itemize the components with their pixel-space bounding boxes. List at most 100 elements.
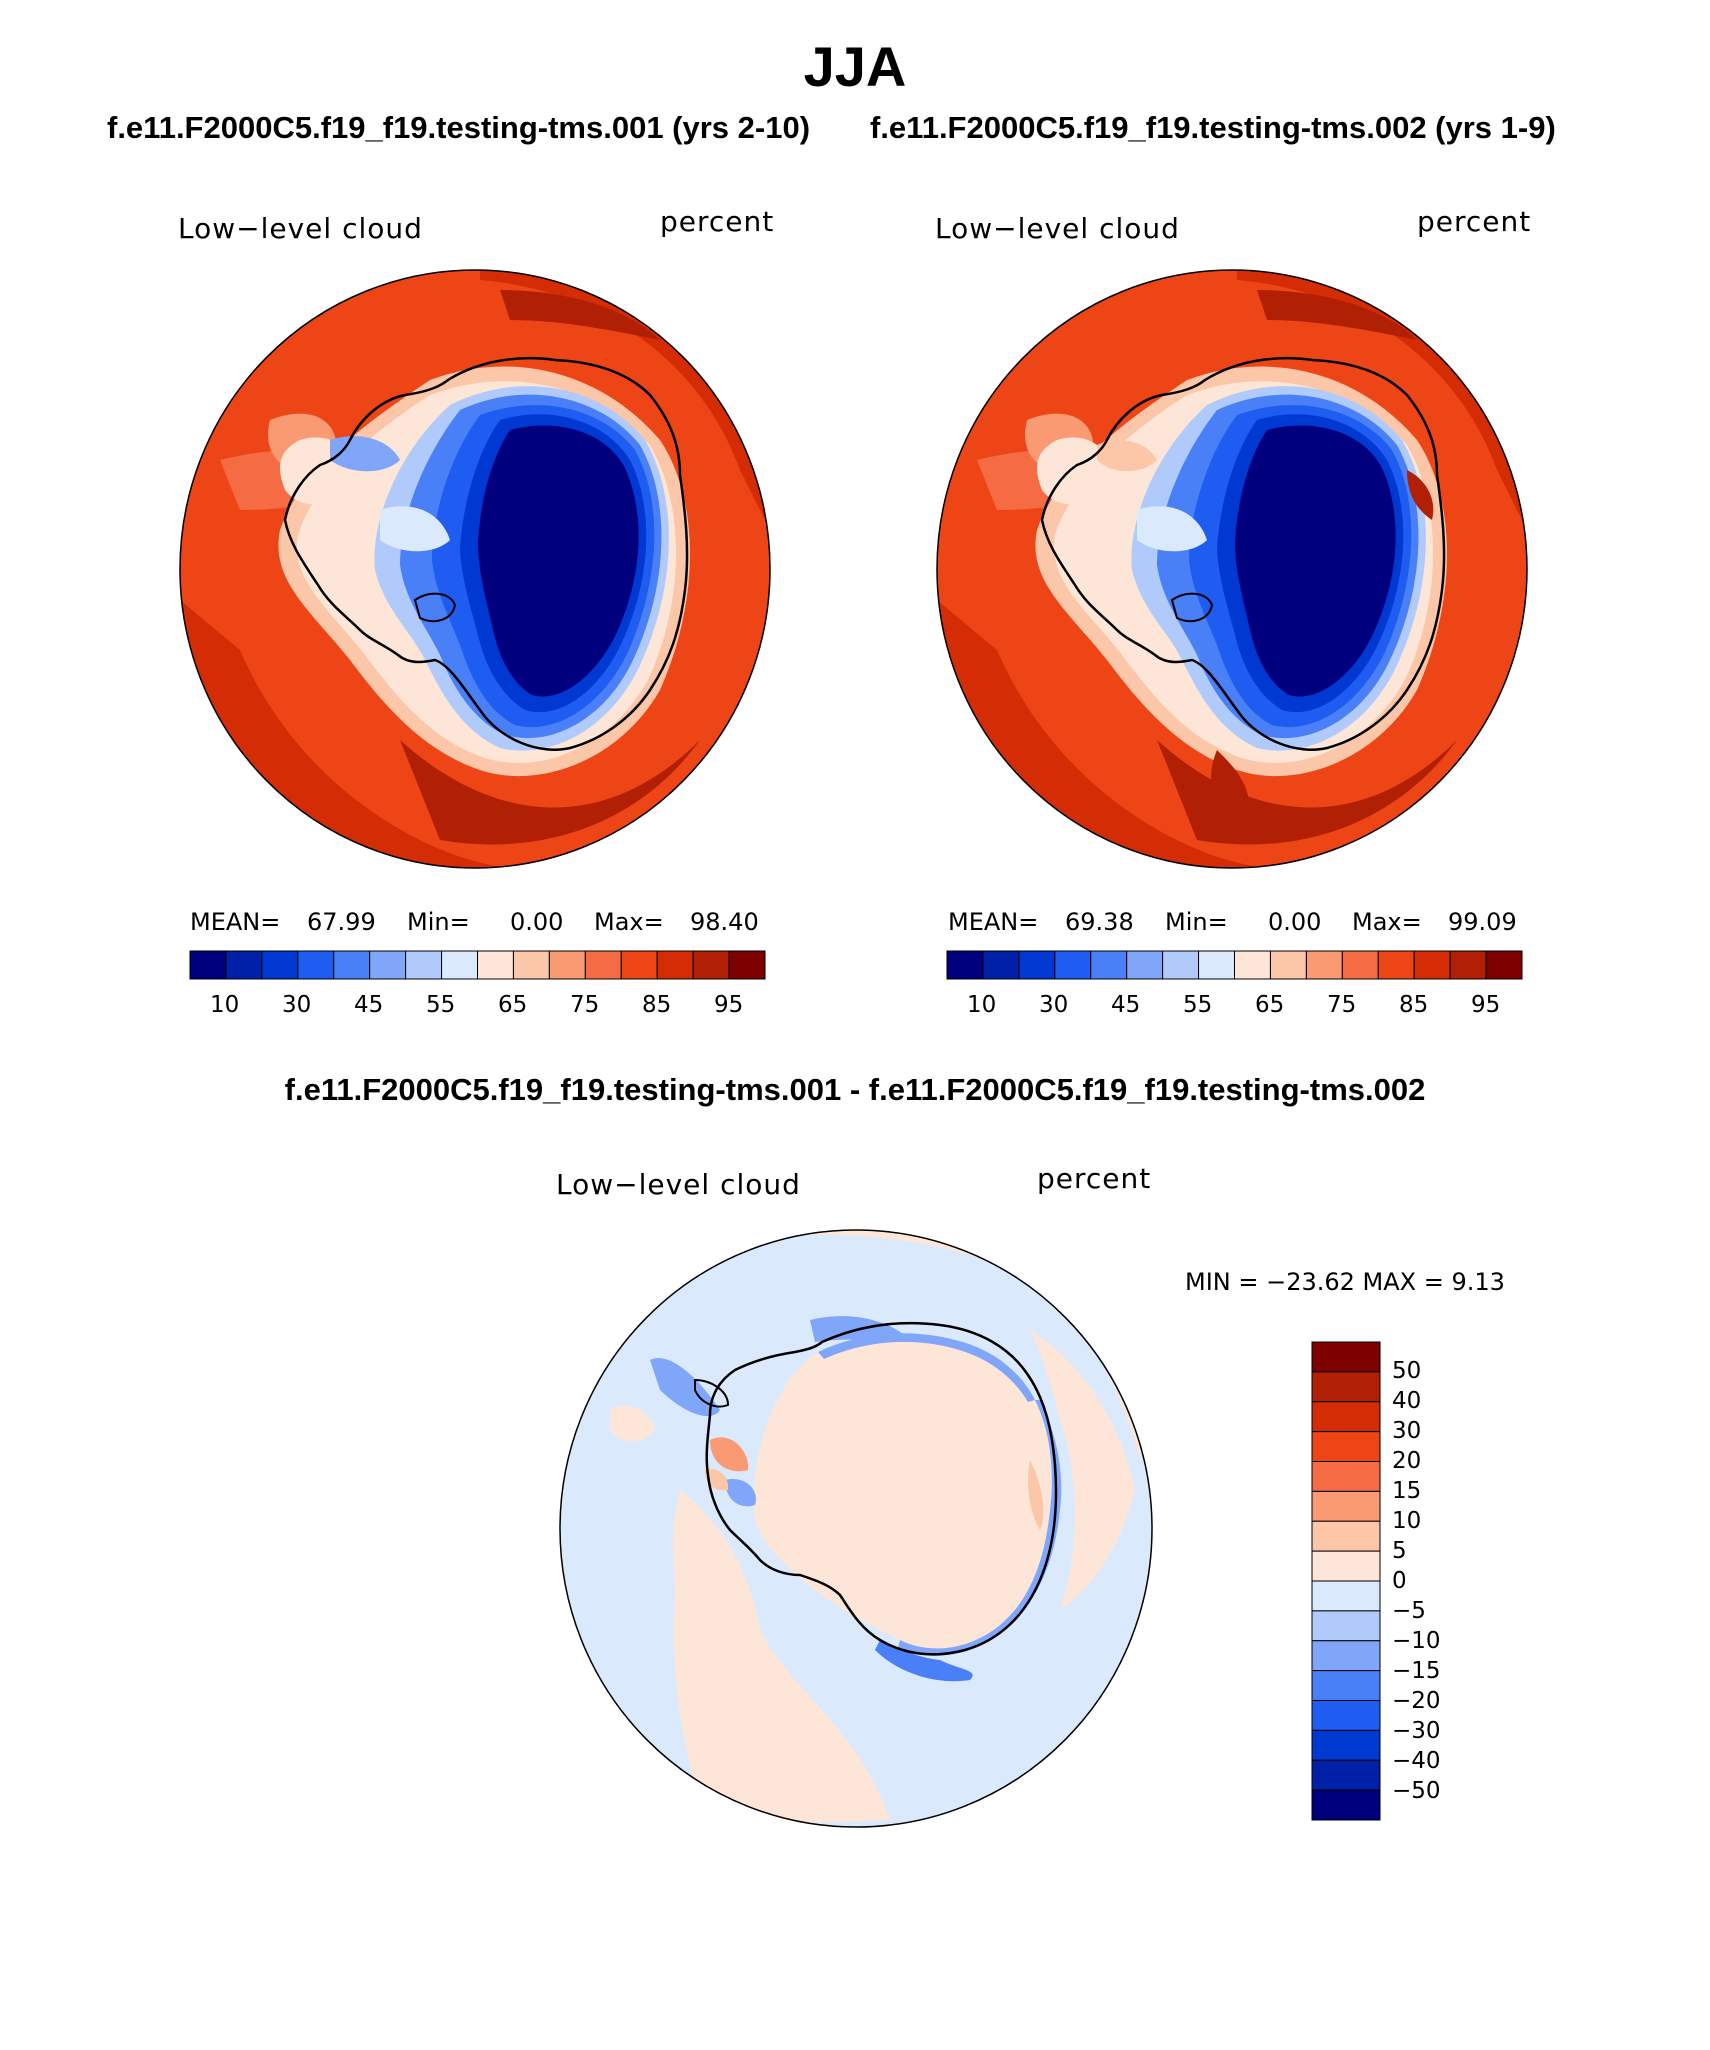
colorbar-box bbox=[405, 950, 443, 980]
diff-minmax-text: MIN = −23.62 MAX = 9.13 bbox=[1185, 1268, 1505, 1296]
diff-units-label: percent bbox=[1037, 1162, 1152, 1195]
colorbar-box bbox=[1311, 1341, 1381, 1373]
right-cbar-tick: 55 bbox=[1183, 992, 1213, 1018]
left-mean-label: MEAN= bbox=[190, 908, 281, 936]
right-units-label: percent bbox=[1417, 205, 1532, 238]
colorbar-box bbox=[1018, 950, 1056, 980]
colorbar-box bbox=[1054, 950, 1092, 980]
case-title-left: f.e11.F2000C5.f19_f19.testing-tms.001 (y… bbox=[107, 110, 811, 145]
colorbar-box bbox=[946, 950, 984, 980]
case-title-right: f.e11.F2000C5.f19_f19.testing-tms.002 (y… bbox=[870, 110, 1556, 145]
diff-variable-label: Low−level cloud bbox=[556, 1168, 801, 1201]
colorbar-box bbox=[333, 950, 371, 980]
colorbar-box bbox=[1311, 1670, 1381, 1701]
diff-cbar-tick: 5 bbox=[1392, 1538, 1407, 1564]
left-min-value: 0.00 bbox=[510, 908, 564, 936]
left-cbar-tick: 75 bbox=[570, 992, 600, 1018]
colorbar-box bbox=[548, 950, 586, 980]
colorbar-box bbox=[656, 950, 694, 980]
diff-cbar-tick: −15 bbox=[1392, 1658, 1441, 1684]
colorbar-box bbox=[1311, 1759, 1381, 1791]
diff-cbar-tick: 30 bbox=[1392, 1418, 1422, 1444]
colorbar-box bbox=[1377, 950, 1415, 980]
colorbar-box bbox=[1311, 1729, 1381, 1761]
colorbar-box bbox=[1485, 950, 1523, 980]
colorbar-box bbox=[189, 950, 227, 980]
colorbar-box bbox=[1269, 950, 1307, 980]
colorbar-box bbox=[728, 950, 766, 980]
right-cbar-tick: 75 bbox=[1327, 992, 1357, 1018]
left-cbar-tick: 45 bbox=[354, 992, 384, 1018]
left-max-value: 98.40 bbox=[690, 908, 759, 936]
colorbar-box bbox=[225, 950, 263, 980]
colorbar-box bbox=[1311, 1490, 1381, 1522]
colorbar-box bbox=[1090, 950, 1128, 980]
left-max-label: Max= bbox=[594, 908, 664, 936]
diff-colorbar bbox=[1311, 1341, 1381, 1821]
colorbar-box bbox=[1234, 950, 1271, 980]
left-variable-label: Low−level cloud bbox=[178, 212, 423, 245]
colorbar-box bbox=[1311, 1700, 1381, 1731]
right-cbar-tick: 30 bbox=[1039, 992, 1069, 1018]
colorbar-box bbox=[261, 950, 299, 980]
colorbar-box bbox=[1311, 1431, 1381, 1462]
colorbar-box bbox=[1341, 950, 1379, 980]
diff-cbar-tick: −10 bbox=[1392, 1628, 1441, 1654]
right-max-label: Max= bbox=[1352, 908, 1422, 936]
right-map bbox=[936, 269, 1528, 869]
right-mean-value: 69.38 bbox=[1065, 908, 1134, 936]
colorbar-box bbox=[584, 950, 622, 980]
left-cbar-tick: 65 bbox=[498, 992, 528, 1018]
colorbar-box bbox=[1311, 1520, 1381, 1552]
colorbar-box bbox=[1311, 1550, 1381, 1582]
colorbar-box bbox=[1311, 1640, 1381, 1672]
diff-title: f.e11.F2000C5.f19_f19.testing-tms.001 - … bbox=[284, 1072, 1426, 1107]
colorbar-box bbox=[1311, 1401, 1381, 1433]
right-cbar-tick: 65 bbox=[1255, 992, 1285, 1018]
colorbar-box bbox=[477, 950, 514, 980]
colorbar-box bbox=[1311, 1580, 1381, 1612]
right-cbar-tick: 85 bbox=[1399, 992, 1429, 1018]
left-cbar-tick: 10 bbox=[210, 992, 240, 1018]
diff-cbar-tick: 50 bbox=[1392, 1358, 1422, 1384]
right-variable-label: Low−level cloud bbox=[935, 212, 1180, 245]
colorbar-box bbox=[692, 950, 730, 980]
colorbar-box bbox=[1413, 950, 1451, 980]
colorbar-box bbox=[1311, 1461, 1381, 1492]
colorbar-box bbox=[1162, 950, 1200, 980]
colorbar-box bbox=[982, 950, 1020, 980]
colorbar-box bbox=[512, 950, 550, 980]
diff-cbar-tick: 10 bbox=[1392, 1508, 1422, 1534]
colorbar-box bbox=[1198, 950, 1235, 980]
right-min-value: 0.00 bbox=[1268, 908, 1322, 936]
page-title: JJA bbox=[803, 35, 907, 98]
diff-cbar-tick: −50 bbox=[1392, 1778, 1441, 1804]
left-map bbox=[179, 269, 771, 869]
left-cbar-tick: 55 bbox=[426, 992, 456, 1018]
colorbar-box bbox=[1311, 1610, 1381, 1642]
left-colorbar bbox=[189, 950, 766, 980]
right-colorbar bbox=[946, 950, 1523, 980]
right-mean-label: MEAN= bbox=[948, 908, 1039, 936]
colorbar-box bbox=[369, 950, 407, 980]
colorbar-box bbox=[1311, 1371, 1381, 1403]
right-cbar-tick: 10 bbox=[967, 992, 997, 1018]
left-cbar-tick: 30 bbox=[282, 992, 312, 1018]
colorbar-box bbox=[1126, 950, 1164, 980]
colorbar-box bbox=[441, 950, 478, 980]
diff-cbar-tick: 40 bbox=[1392, 1388, 1422, 1414]
left-cbar-tick: 85 bbox=[642, 992, 672, 1018]
colorbar-box bbox=[1311, 1789, 1381, 1821]
diff-cbar-tick: 0 bbox=[1392, 1568, 1407, 1594]
colorbar-box bbox=[297, 950, 335, 980]
right-cbar-tick: 95 bbox=[1471, 992, 1501, 1018]
diff-cbar-tick: 15 bbox=[1392, 1478, 1422, 1504]
left-cbar-tick: 95 bbox=[714, 992, 744, 1018]
diff-map bbox=[559, 1229, 1153, 1828]
diff-cbar-tick: −30 bbox=[1392, 1718, 1441, 1744]
diff-cbar-tick: 20 bbox=[1392, 1448, 1422, 1474]
left-units-label: percent bbox=[660, 205, 775, 238]
colorbar-box bbox=[1449, 950, 1487, 980]
diff-cbar-tick: −20 bbox=[1392, 1688, 1441, 1714]
left-min-label: Min= bbox=[407, 908, 470, 936]
